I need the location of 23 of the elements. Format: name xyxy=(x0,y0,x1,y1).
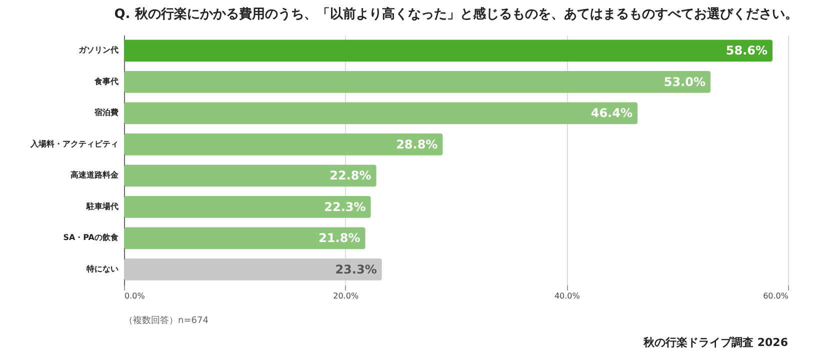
x-tick-label: 40.0% xyxy=(554,292,580,300)
y-tick-label: 高速道路料金 xyxy=(70,170,120,180)
data-label: 58.6% xyxy=(726,44,768,58)
data-label: 22.3% xyxy=(324,200,366,214)
data-label: 28.8% xyxy=(396,137,438,152)
data-label: 23.3% xyxy=(335,262,377,276)
data-label: 53.0% xyxy=(664,74,706,89)
y-tick-label: 特にない xyxy=(86,264,118,274)
y-tick-label: 食事代 xyxy=(94,76,118,86)
y-tick-label: 駐車場代 xyxy=(86,202,118,211)
text: （複数回答）n=674 xyxy=(124,315,209,326)
x-tick-label: 0.0% xyxy=(124,292,146,300)
chart-title: Q. 秋の行楽にかかる費用のうち、「以前より高くなった」と感じるものを、あてはまるものすべてお選びください。 xyxy=(114,6,798,22)
y-tick-label: 入場料・アクティビティ xyxy=(30,139,118,148)
y-tick-label: SA・PAの飲食 xyxy=(63,233,118,242)
data-label: 22.8% xyxy=(330,168,372,183)
y-tick-label: ガソリン代 xyxy=(78,46,118,55)
y-tick-label: 宿泊費 xyxy=(94,107,118,118)
x-tick-label: 60.0% xyxy=(763,292,789,300)
text: 秋の行楽ドライブ調査 2026 xyxy=(642,336,788,349)
x-tick-label: 20.0% xyxy=(333,292,359,300)
data-label: 46.4% xyxy=(590,106,632,120)
data-label: 21.8% xyxy=(318,231,360,246)
